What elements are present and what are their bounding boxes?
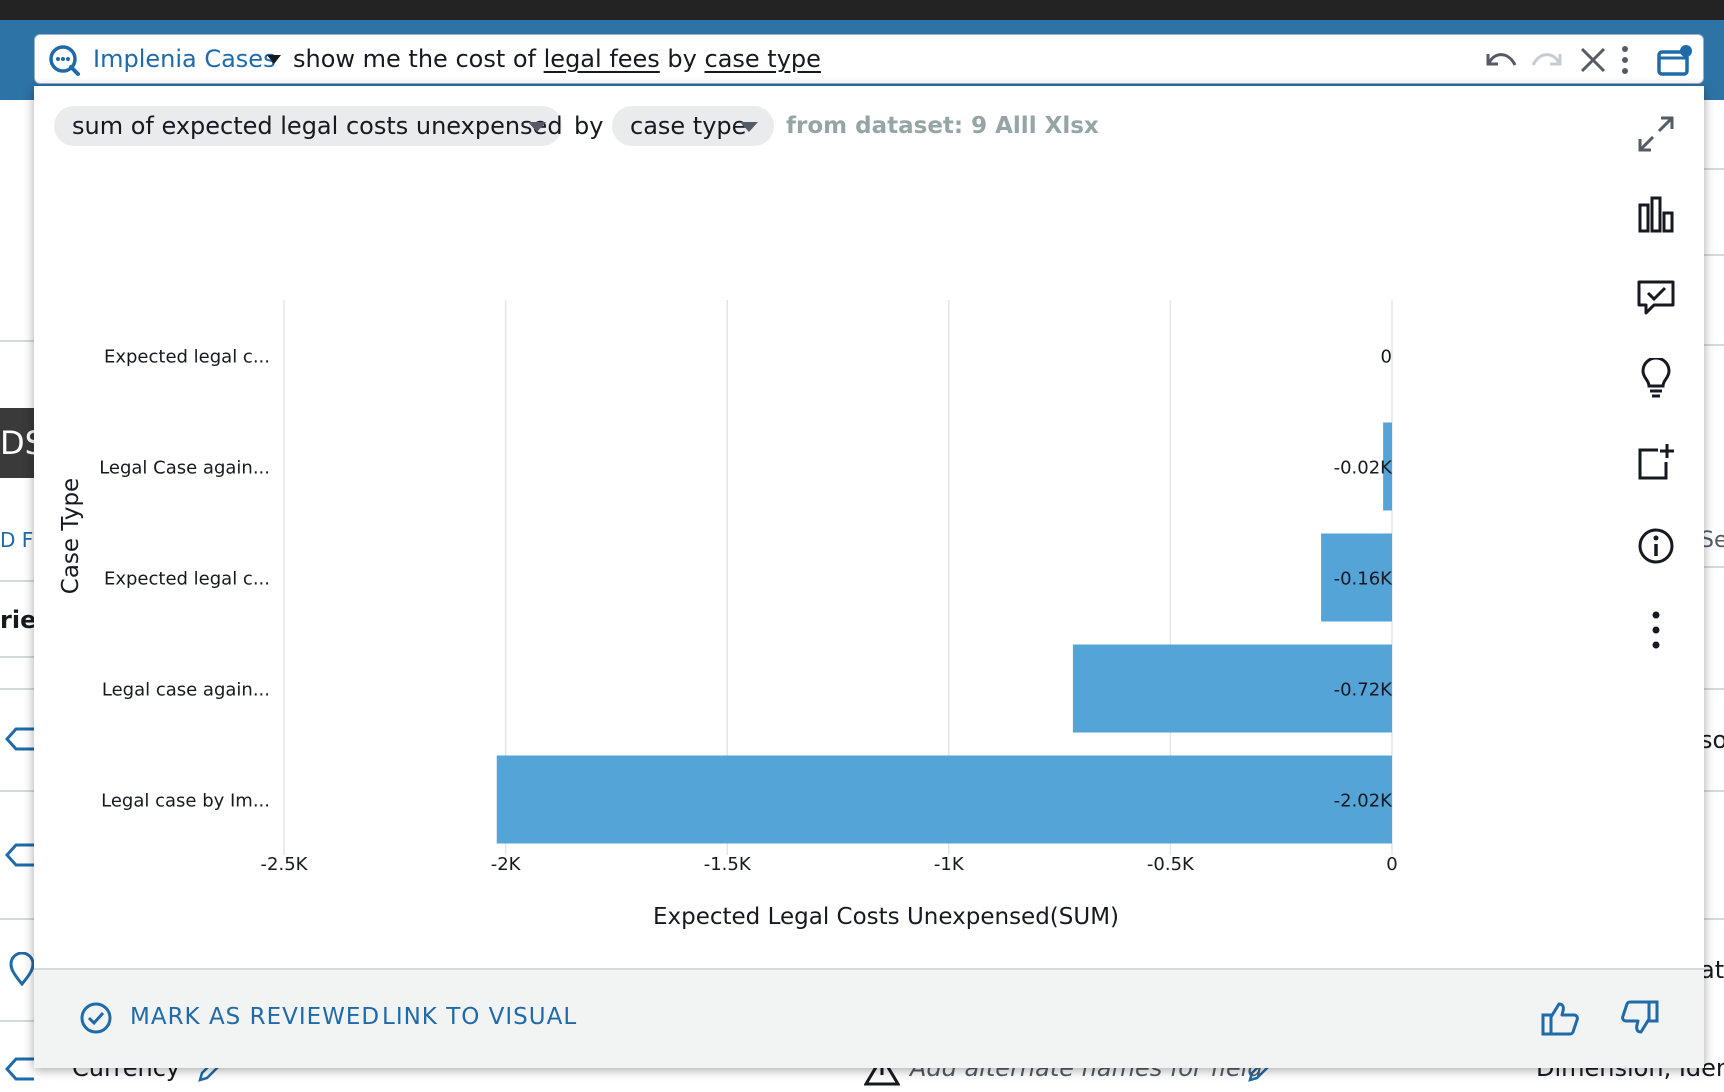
thumbs-down-button[interactable] [1618,996,1662,1040]
close-icon [1580,47,1606,73]
data-label: -2.02K [1334,791,1394,812]
insights-button[interactable] [1634,356,1678,400]
chat-check-icon [1637,280,1675,315]
chevron-down-icon [740,122,758,132]
link-to-visual-button[interactable]: LINK TO VISUAL [382,1004,578,1030]
data-label: -0.02K [1334,458,1394,479]
lightbulb-icon [1641,358,1671,398]
divider [0,340,36,342]
query-text: by [659,45,705,73]
info-icon [1638,528,1674,564]
more-vertical-icon [1652,611,1660,649]
divider [1704,168,1724,170]
thumbs-up-icon [1541,1002,1579,1036]
chevron-down-icon [528,122,546,132]
add-to-analysis-button[interactable] [1634,440,1678,484]
query-term-legal-fees[interactable]: legal fees [543,45,660,73]
more-vertical-icon [1622,46,1628,74]
by-label: by [574,112,604,140]
data-label: -0.72K [1334,680,1394,701]
x-tick-label: -1.5K [704,854,752,875]
browser-top-bar [0,0,1724,20]
divider [1704,918,1724,920]
divider [0,580,36,582]
data-label: -0.16K [1334,569,1394,590]
query-term-case-type[interactable]: case type [704,45,821,73]
expand-button[interactable] [1634,112,1678,156]
info-button[interactable] [1634,524,1678,568]
divider [0,656,36,658]
x-tick-label: 0 [1386,854,1397,875]
search-query-input[interactable]: show me the cost of legal fees by case t… [293,45,821,73]
divider [0,918,36,920]
topic-dropdown-caret-icon[interactable] [267,55,281,64]
answer-panel: sum of expected legal costs unexpensed b… [34,86,1704,1068]
measure-selector[interactable]: sum of expected legal costs unexpensed [54,106,563,146]
bg-tile: DS [0,408,36,478]
visuals-button[interactable] [1653,43,1697,77]
x-tick-label: -2K [491,854,522,875]
tag-icon [4,843,34,867]
clear-button[interactable] [1575,43,1611,77]
thumbs-down-icon [1621,1000,1659,1034]
divider [0,790,36,792]
y-tick-label: Legal Case again... [99,458,270,479]
bar-chart: -2.5K -2K -1.5K -1K -0.5K 0 Expected legal c..… [58,300,1398,930]
mark-reviewed-icon-button[interactable] [74,996,118,1040]
bg-fragment: Sea [1700,528,1724,553]
divider [0,1020,36,1022]
divider [1704,688,1724,690]
q-search-bar: Implenia Cases show me the cost of legal… [34,34,1704,84]
x-tick-label: -2.5K [261,854,309,875]
location-pin-icon [9,952,35,986]
check-circle-icon [80,1002,112,1034]
x-tick-label: -0.5K [1147,854,1195,875]
more-options-button[interactable] [1611,43,1639,77]
redo-button[interactable] [1529,43,1565,77]
tag-icon [4,727,34,751]
y-tick-label: Expected legal c... [104,347,270,368]
redo-icon [1531,53,1562,66]
bar-chart-icon [1638,196,1674,233]
divider [1704,254,1724,256]
answer-footer: MARK AS REVIEWED LINK TO VISUAL [34,968,1704,1068]
bg-fragment: D F [0,528,34,552]
query-text: show me the cost of [293,45,544,73]
change-visual-type-button[interactable] [1634,192,1678,236]
y-tick-label: Expected legal c... [104,569,270,590]
feedback-button[interactable] [1634,276,1678,320]
undo-button[interactable] [1483,43,1519,77]
divider [0,688,36,690]
undo-icon [1486,53,1517,66]
y-tick-label: Legal case by Im... [101,791,270,812]
tag-icon [4,1057,34,1081]
measure-label: sum of expected legal costs unexpensed [72,112,563,140]
topic-selector[interactable]: Implenia Cases [93,45,276,73]
bar[interactable] [1321,533,1392,622]
bg-fragment: at [1700,956,1724,984]
expand-icon [1638,116,1674,152]
add-visual-icon [1638,444,1674,480]
divider [1704,344,1724,346]
data-label: 0 [1381,347,1392,368]
mark-as-reviewed-button[interactable]: MARK AS REVIEWED [130,1004,381,1030]
y-axis-title: Case Type [58,478,84,594]
x-axis-title: Expected Legal Costs Unexpensed(SUM) [653,904,1119,930]
thumbs-up-button[interactable] [1538,996,1582,1040]
bar[interactable] [496,755,1393,844]
more-actions-button[interactable] [1634,608,1678,652]
bar[interactable] [1072,644,1392,733]
y-tick-label: Legal case again... [102,680,270,701]
bg-fragment: so [1700,726,1724,754]
divider [1704,566,1724,568]
visual-panel-icon [1657,45,1692,76]
dimension-label: case type [630,112,747,140]
x-tick-label: -1K [934,854,965,875]
dataset-label: from dataset: 9 Alll Xlsx [786,113,1099,139]
divider [1704,790,1724,792]
bar[interactable] [1383,422,1392,511]
dimension-selector[interactable]: case type [612,106,774,146]
q-search-icon [49,45,80,76]
